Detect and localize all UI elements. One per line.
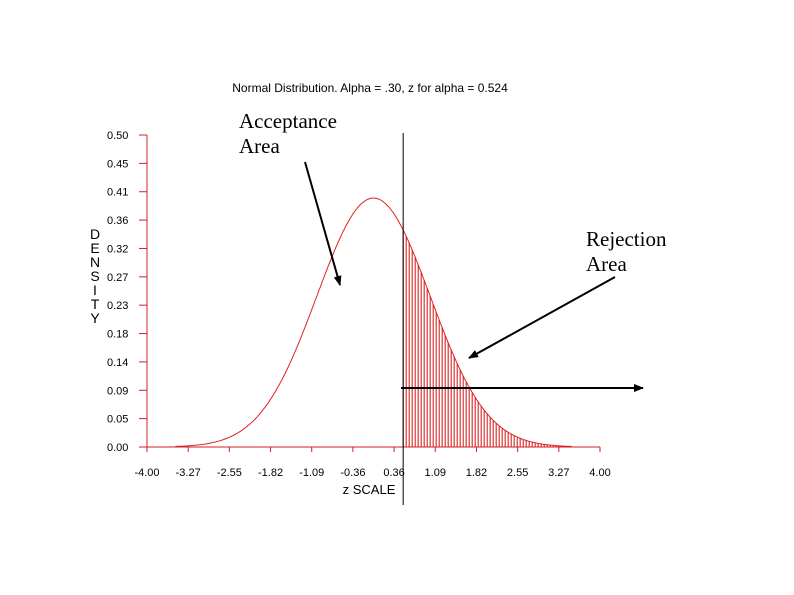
x-tick-label: -1.09 [299,467,324,479]
y-label-letter: N [90,254,100,270]
rejection-label-line-2: Area [586,252,627,276]
acceptance-label-line-1: Acceptance [239,109,337,133]
acceptance-label-line-2: Area [239,134,280,158]
y-tick-label: 0.14 [107,357,128,369]
x-tick-label: 1.09 [425,467,446,479]
x-axis-ticks: -4.00 -3.27 -2.55 -1.82 -1.09 -0.36 0.36 1.09 1.… [134,447,611,479]
x-tick-label: 4.00 [589,467,610,479]
density-curve [175,197,572,447]
x-axis-label: z SCALE [343,482,396,497]
x-tick-label: -0.36 [340,467,365,479]
y-tick-label: 0.41 [107,187,128,199]
y-label-letter: T [91,296,100,312]
rejection-label-line-1: Rejection [586,227,667,251]
chart-title: Normal Distribution. Alpha = .30, z for … [232,81,508,95]
y-tick-label: 0.05 [107,414,128,426]
y-tick-label: 0.36 [107,215,128,227]
y-tick-label: 0.23 [107,300,128,312]
y-tick-label: 0.27 [107,272,128,284]
y-tick-label: 0.32 [107,243,128,255]
y-tick-label: 0.00 [107,442,128,454]
x-tick-label: 1.82 [466,467,487,479]
y-label-letter: S [90,268,99,284]
x-tick-label: 3.27 [548,467,569,479]
rejection-area-label: Rejection Area [586,227,696,277]
acceptance-arrow [304,161,342,286]
rejection-region-shading [402,229,566,447]
x-tick-label: -2.55 [217,467,242,479]
y-axis-ticks: 0.00 0.05 0.09 0.14 0.18 0.23 0.27 0.32 0.36 0.41… [107,130,147,454]
acceptance-area-label: Acceptance Area [239,109,359,159]
rejection-arrow [468,276,616,359]
y-label-letter: E [90,240,99,256]
y-tick-label: 0.45 [107,158,128,170]
y-label-letter: Y [90,310,100,326]
y-tick-label: 0.18 [107,329,128,341]
y-label-letter: D [90,226,100,242]
x-tick-label: 0.36 [383,467,404,479]
y-tick-label: 0.50 [107,130,128,142]
y-tick-label: 0.09 [107,385,128,397]
x-tick-label: -4.00 [134,467,159,479]
x-tick-label: -1.82 [258,467,283,479]
x-tick-label: 2.55 [507,467,528,479]
x-tick-label: -3.27 [176,467,201,479]
y-label-letter: I [93,282,97,298]
